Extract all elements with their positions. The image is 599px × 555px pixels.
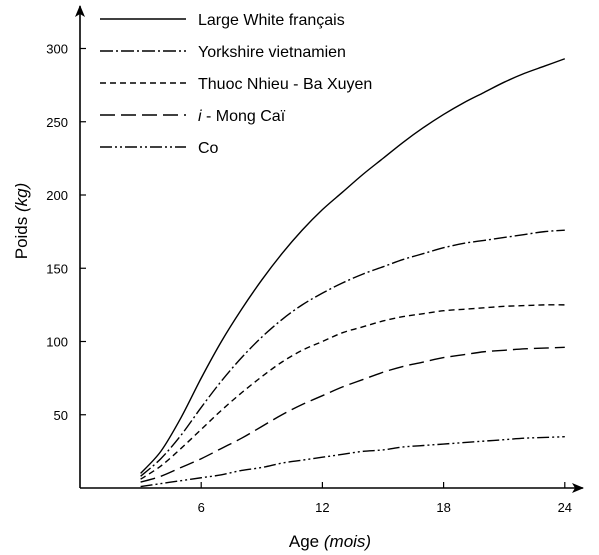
x-axis-label: Age (mois) [289, 532, 371, 551]
x-axis-label-main: Age [289, 532, 319, 551]
x-tick-label: 12 [315, 500, 329, 515]
y-ticks: 50 100 150 200 250 300 [46, 42, 86, 423]
legend-entry: Co [100, 140, 219, 157]
y-tick-label: 50 [54, 408, 68, 423]
x-axis-label-unit: (mois) [324, 532, 371, 551]
y-axis-label-main: Poids [12, 217, 31, 260]
series-line-4 [140, 346, 565, 483]
legend-label: Yorkshire vietnamien [198, 44, 346, 61]
legend-entry: Large White français [100, 12, 345, 29]
y-tick-label: 250 [46, 115, 68, 130]
axes [75, 5, 584, 493]
series-line-2 [140, 229, 565, 477]
y-tick-label: 100 [46, 335, 68, 350]
x-tick-label: 24 [558, 500, 572, 515]
x-tick-label: 6 [198, 500, 205, 515]
legend-label: Large White français [198, 12, 345, 29]
legend-label: Co [198, 140, 219, 157]
y-tick-label: 150 [46, 261, 68, 276]
series-line-1 [140, 58, 566, 474]
y-axis-label-unit: (kg) [12, 183, 31, 212]
series-line-5 [140, 436, 565, 488]
y-axis-label: Poids (kg) [12, 183, 31, 260]
series-group [140, 58, 566, 488]
legend-entry: Thuoc Nhieu - Ba Xuyen [100, 76, 372, 93]
x-ticks: 6 12 18 24 [198, 482, 572, 515]
legend: Large White français Yorkshire vietnamien… [100, 12, 372, 157]
legend-label: i - Mong Caï [198, 108, 286, 125]
series-line-3 [140, 304, 565, 480]
x-tick-label: 18 [436, 500, 450, 515]
legend-label: Thuoc Nhieu - Ba Xuyen [198, 76, 372, 93]
y-tick-label: 200 [46, 188, 68, 203]
legend-entry: i - Mong Caï [100, 108, 286, 125]
legend-entry: Yorkshire vietnamien [100, 44, 346, 61]
y-tick-label: 300 [46, 42, 68, 57]
